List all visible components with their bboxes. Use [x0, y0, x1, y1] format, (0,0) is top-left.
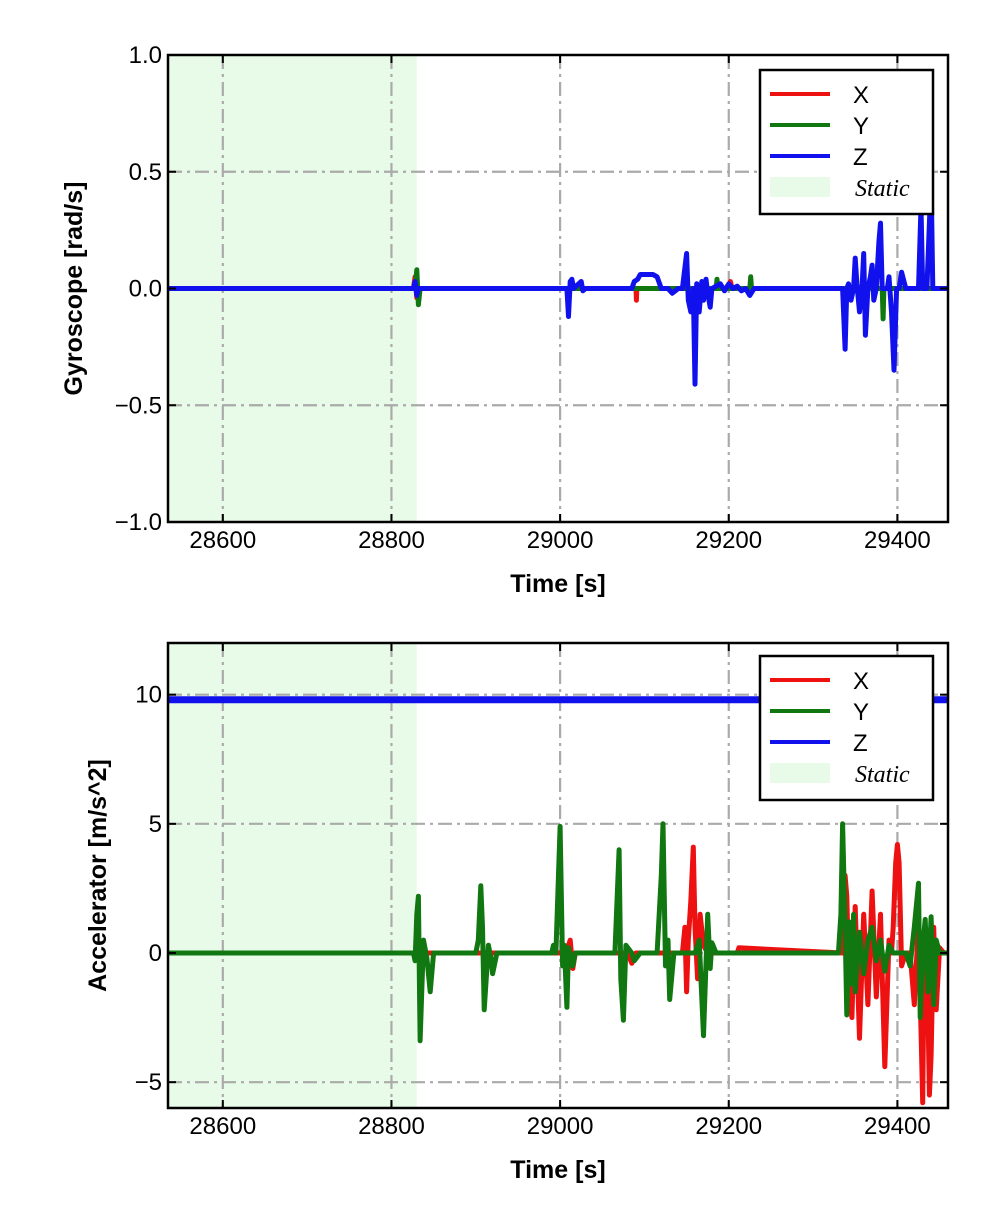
accelerator-panel: 28600 28800 29000 29200 29400 −5 0 5 10 Time [s] A… [84, 641, 950, 1184]
y-tick-label: −1.0 [115, 509, 162, 536]
x-tick-label: 28800 [358, 527, 425, 554]
legend-label-x: X [853, 82, 869, 109]
y-axis-title: Accelerator [m/s^2] [84, 759, 112, 992]
y-tick-label: 1.0 [129, 42, 162, 69]
x-axis-title: Time [s] [510, 570, 605, 598]
legend-label-z: Z [853, 730, 868, 757]
series-line-z [168, 176, 948, 387]
y-tick-label: 5 [149, 811, 162, 838]
legend-swatch-static [770, 763, 830, 783]
legend-label-static: Static [855, 762, 910, 788]
x-tick-label: 29000 [527, 1113, 594, 1140]
static-region [168, 643, 417, 1108]
x-tick-label: 28600 [189, 527, 256, 554]
y-tick-label: 0 [149, 940, 162, 967]
x-tick-label: 29200 [695, 527, 762, 554]
x-tick-label: 29400 [864, 1113, 931, 1140]
y-tick-label: −0.5 [115, 392, 162, 419]
legend-swatch-static [770, 177, 830, 197]
legend-label-static: Static [855, 176, 910, 202]
y-axis-title: Gyroscope [rad/s] [60, 182, 88, 396]
y-tick-label: 10 [135, 682, 162, 709]
legend: XYZ Static [758, 68, 935, 216]
x-tick-label: 28600 [189, 1113, 256, 1140]
x-tick-label: 28800 [358, 1113, 425, 1140]
x-axis-title: Time [s] [510, 1156, 605, 1184]
x-tick-label: 29400 [864, 527, 931, 554]
x-tick-label: 29200 [695, 1113, 762, 1140]
legend-label-y: Y [853, 699, 869, 726]
plot-frame [166, 641, 950, 1110]
y-tick-label: 0.0 [129, 276, 162, 303]
legend-label-z: Z [853, 144, 868, 171]
x-tick-label: 29000 [527, 527, 594, 554]
y-tick-label: −5 [135, 1069, 162, 1096]
legend-label-y: Y [853, 113, 869, 140]
y-tick-label: 0.5 [129, 159, 162, 186]
legend-label-x: X [853, 668, 869, 695]
series-line-y [168, 821, 948, 1044]
gyroscope-panel: 28600 28800 29000 29200 29400 −1.0 −0.5 0.0 0.5 1… [60, 42, 950, 598]
legend: XYZ Static [758, 654, 935, 802]
